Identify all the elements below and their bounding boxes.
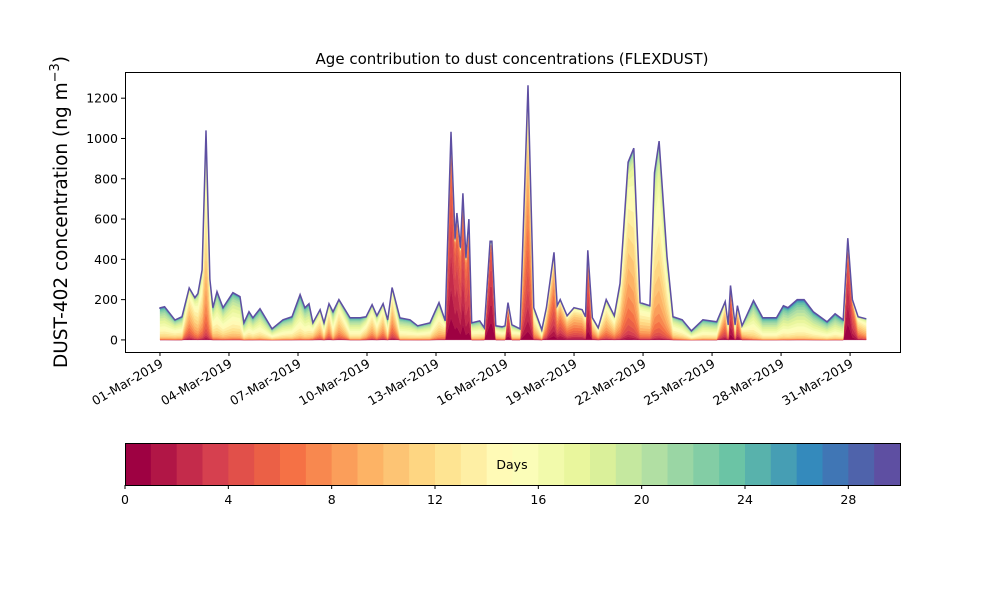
colorbar-swatch-15 — [512, 443, 539, 485]
x-tick-label: 13-Mar-2019 — [365, 356, 441, 409]
colorbar-swatch-18 — [590, 443, 617, 485]
age-band-19 — [159, 88, 867, 334]
age-band-16 — [159, 91, 867, 337]
plot-frame — [125, 72, 901, 353]
y-tick-label: 600 — [94, 212, 118, 227]
colorbar-swatch-9 — [357, 443, 384, 485]
age-band-10 — [159, 138, 867, 340]
age-band-12 — [159, 113, 867, 339]
colorbar-tick-label: 4 — [224, 492, 232, 507]
colorbar-swatch-22 — [693, 443, 720, 485]
age-band-8 — [159, 140, 867, 340]
x-tick-label: 31-Mar-2019 — [779, 356, 855, 409]
colorbar-swatch-4 — [228, 443, 255, 485]
colorbar-swatch-10 — [383, 443, 410, 485]
x-tick-label: 25-Mar-2019 — [641, 356, 717, 409]
colorbar-swatch-17 — [564, 443, 591, 485]
x-tick-label: 01-Mar-2019 — [89, 356, 165, 409]
age-band-23 — [159, 86, 867, 332]
colorbar-swatch-7 — [305, 443, 333, 485]
colorbar-ticks: 0 4 8 12 16 20 24 28 — [121, 485, 856, 507]
age-band-6 — [159, 151, 867, 340]
y-axis: 0 200 400 600 800 1000 1200 — [86, 91, 125, 347]
colorbar-swatch-1 — [150, 443, 178, 485]
y-tick-label: 200 — [94, 292, 118, 307]
colorbar-swatch-20 — [641, 443, 668, 485]
age-band-21 — [159, 87, 867, 333]
x-tick-label: 10-Mar-2019 — [296, 356, 372, 409]
colorbar-swatch-28 — [848, 443, 875, 485]
colorbar-tick-label: 8 — [328, 492, 336, 507]
y-tick-label: 400 — [94, 252, 118, 267]
colorbar-swatch-14 — [486, 443, 513, 485]
colorbar-swatch-3 — [202, 443, 229, 485]
age-band-25 — [159, 86, 867, 332]
age-band-13 — [159, 104, 867, 339]
age-band-15 — [159, 94, 867, 338]
age-band-29 — [159, 85, 867, 333]
age-band-20 — [159, 87, 867, 334]
colorbar-swatch-16 — [538, 443, 565, 485]
colorbar-swatch-0 — [125, 443, 152, 485]
y-axis-label: DUST-402 concentration (ng m−3) — [48, 56, 72, 368]
age-band-18 — [159, 88, 867, 335]
x-tick-label: 07-Mar-2019 — [227, 356, 303, 409]
age-band-24 — [159, 86, 867, 332]
colorbar-swatch-26 — [796, 443, 823, 485]
x-tick-label: 16-Mar-2019 — [434, 356, 510, 409]
colorbar-swatch-5 — [254, 443, 281, 485]
age-band-9 — [159, 139, 867, 340]
colorbar-frame — [125, 443, 901, 486]
x-tick-label: 22-Mar-2019 — [572, 356, 648, 409]
age-band-11 — [159, 124, 867, 340]
colorbar-swatch-8 — [331, 443, 358, 485]
colorbar-label: Days — [496, 457, 527, 472]
colorbar-swatch-24 — [745, 443, 772, 485]
y-tick-label: 800 — [94, 171, 118, 186]
age-band-7 — [159, 144, 867, 340]
colorbar-tick-label: 12 — [427, 492, 443, 507]
colorbar-tick-label: 20 — [634, 492, 650, 507]
colorbar-tick-label: 16 — [530, 492, 546, 507]
x-tick-label: 04-Mar-2019 — [158, 356, 234, 409]
colorbar-swatch-25 — [770, 443, 798, 485]
colorbar-swatch-12 — [435, 443, 462, 485]
colorbar-swatch-21 — [667, 443, 694, 485]
colorbar-tick-label: 0 — [121, 492, 129, 507]
x-tick-label: 28-Mar-2019 — [710, 356, 786, 409]
colorbar — [125, 443, 901, 485]
colorbar-swatch-11 — [409, 443, 436, 485]
colorbar-swatch-23 — [719, 443, 746, 485]
stacked-age-areas — [159, 85, 867, 341]
y-tick-label: 0 — [110, 332, 118, 347]
age-band-27 — [159, 85, 867, 332]
y-tick-label: 1200 — [86, 91, 118, 106]
age-band-17 — [159, 89, 867, 336]
age-band-14 — [159, 98, 867, 338]
colorbar-swatch-27 — [822, 443, 849, 485]
colorbar-swatch-2 — [176, 443, 203, 485]
age-band-26 — [159, 85, 867, 332]
colorbar-tick-label: 28 — [840, 492, 856, 507]
x-axis: 01-Mar-201904-Mar-201907-Mar-201910-Mar-… — [89, 352, 856, 408]
colorbar-swatch-19 — [615, 443, 643, 485]
colorbar-swatch-6 — [280, 443, 307, 485]
chart-title: Age contribution to dust concentrations … — [316, 50, 709, 68]
colorbar-tick-label: 24 — [737, 492, 753, 507]
colorbar-swatch-29 — [874, 443, 901, 485]
x-tick-label: 19-Mar-2019 — [503, 356, 579, 409]
age-band-22 — [159, 86, 867, 333]
age-band-28 — [159, 85, 867, 332]
y-tick-label: 1000 — [86, 131, 118, 146]
colorbar-swatch-13 — [460, 443, 488, 485]
